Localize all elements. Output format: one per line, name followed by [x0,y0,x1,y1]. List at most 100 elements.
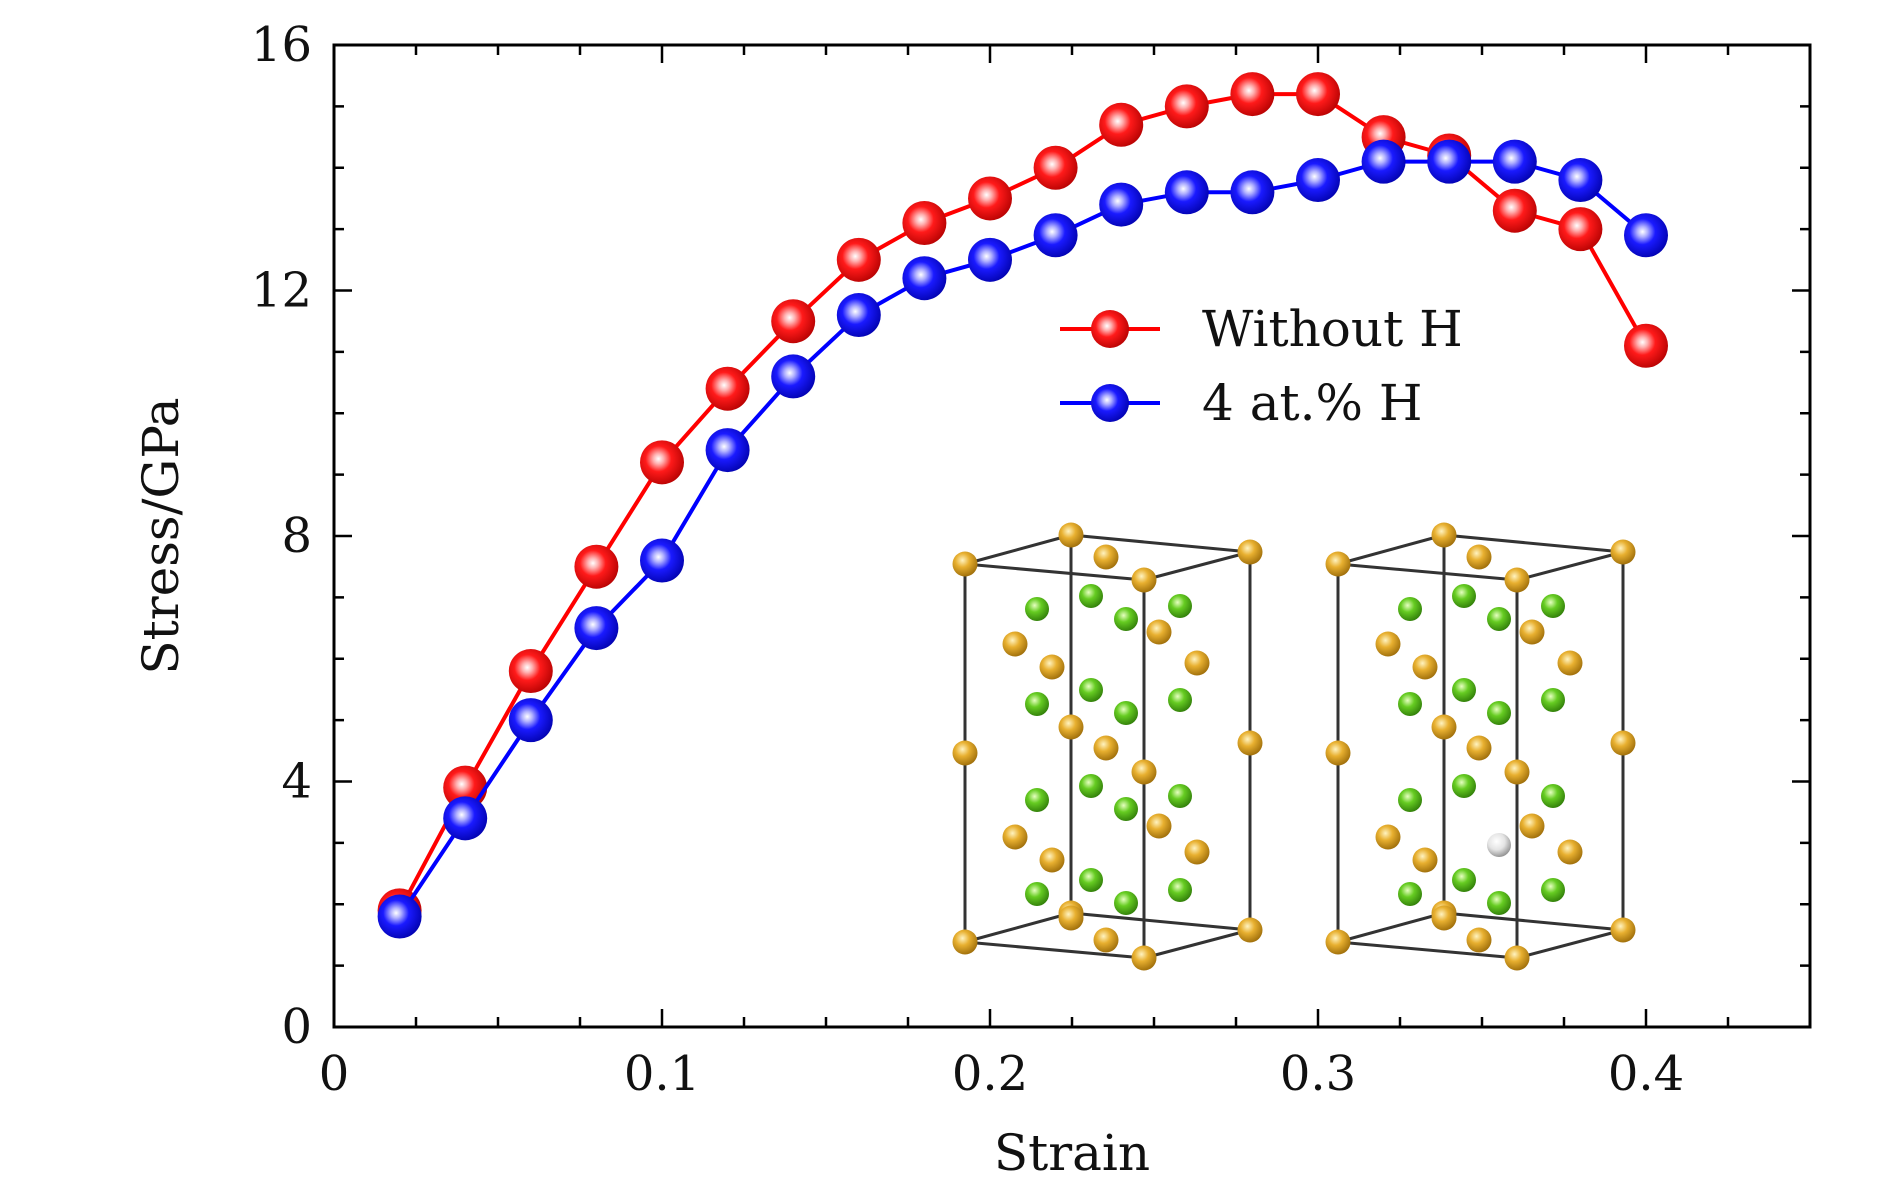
data-point-without-h [1492,188,1537,233]
cell-edge [1337,562,1518,582]
data-point-4-at-h [1164,170,1209,215]
cell-edge [1443,533,1624,554]
atom-nonmetal [1541,688,1565,712]
x-tick-label: 0.2 [952,1046,1028,1102]
atom-nonmetal [1168,594,1192,618]
atom-metal [1237,539,1263,565]
atom-metal [1431,522,1457,548]
data-point-without-h [1624,323,1668,368]
atom-nonmetal [1452,678,1476,702]
atom-metal [1519,619,1545,645]
data-point-without-h [574,544,619,589]
data-point-4-at-h [508,698,553,743]
series-line-4-at-h [397,159,1648,918]
atom-nonmetal [1114,607,1138,631]
data-point-4-at-h [377,894,422,939]
cell-edge [1337,940,1518,960]
cell-edge [964,562,1145,582]
atom-metal [1519,813,1545,839]
atom-nonmetal [1079,774,1103,798]
crystal-cell-without-h [952,522,1263,971]
atom-nonmetal [1114,891,1138,915]
data-point-without-h [1230,72,1275,117]
atom-nonmetal [1079,584,1103,608]
cell-edge [1143,550,1251,582]
series-layer [377,72,1668,939]
legend-marker-without-h [1091,310,1129,348]
atom-hydrogen [1487,833,1511,857]
data-point-4-at-h [1033,213,1078,258]
atom-metal [1325,740,1351,766]
atom-metal [952,740,978,766]
atom-metal [1058,522,1084,548]
atom-metal [1375,824,1401,850]
data-point-without-h [902,200,947,245]
atom-nonmetal [1168,784,1192,808]
atom-metal [1131,945,1157,971]
axis-ticks [332,43,1812,1029]
y-tick-labels: 0 4 8 12 16 [251,17,312,1055]
atom-nonmetal [1398,882,1422,906]
atom-nonmetal [1541,878,1565,902]
cell-edge [964,940,1145,960]
atom-metal [952,551,978,577]
atom-metal [1237,917,1263,943]
cell-edge [1070,533,1251,554]
y-tick-label: 12 [251,263,312,319]
cell-edge [1516,928,1624,960]
atom-nonmetal [1541,594,1565,618]
atom-nonmetal [1025,597,1049,621]
atom-metal [1237,730,1263,756]
atom-metal [1058,905,1084,931]
data-point-without-h [968,176,1012,221]
y-tick-label: 4 [281,754,312,810]
atom-metal [1146,813,1172,839]
atom-nonmetal [1079,678,1103,702]
atom-metal [1039,847,1065,873]
x-tick-label: 0 [319,1046,350,1102]
atom-nonmetal [1452,774,1476,798]
atom-nonmetal [1487,891,1511,915]
data-point-without-h [836,237,881,282]
atom-nonmetal [1541,784,1565,808]
cell-edge [1070,911,1251,932]
data-point-without-h [1558,207,1603,252]
data-point-4-at-h [640,538,684,583]
atom-metal [952,929,978,955]
atom-metal [1466,544,1492,570]
data-point-4-at-h [1624,213,1668,258]
atom-metal [1431,714,1457,740]
atom-metal [1557,650,1583,676]
data-point-4-at-h [968,237,1012,282]
atom-nonmetal [1114,701,1138,725]
atom-metal [1093,544,1119,570]
atom-nonmetal [1398,692,1422,716]
data-point-without-h [1164,84,1209,129]
y-tick-label: 16 [251,17,312,73]
atom-metal [1131,759,1157,785]
atom-metal [1002,631,1028,657]
atom-nonmetal [1025,692,1049,716]
atom-metal [1002,824,1028,850]
atom-metal [1412,847,1438,873]
atom-metal [1375,631,1401,657]
cell-edge [1516,550,1624,582]
data-point-without-h [1033,145,1078,190]
atom-nonmetal [1025,882,1049,906]
atom-metal [1610,730,1636,756]
atom-nonmetal [1487,701,1511,725]
atom-nonmetal [1452,584,1476,608]
atom-metal [1039,654,1065,680]
atom-metal [1431,905,1457,931]
atom-nonmetal [1398,597,1422,621]
crystal-cell-with-h [1325,522,1636,971]
atom-metal [1412,654,1438,680]
legend: Without H 4 at.% H [1060,300,1463,432]
atom-metal [1504,759,1530,785]
atom-metal [1184,650,1210,676]
legend-label-without-h: Without H [1202,300,1463,358]
atom-nonmetal [1168,878,1192,902]
atom-metal [1184,839,1210,865]
y-axis-label: Stress/GPa [132,397,190,674]
x-tick-labels: 0 0.1 0.2 0.3 0.4 [319,1046,1684,1102]
